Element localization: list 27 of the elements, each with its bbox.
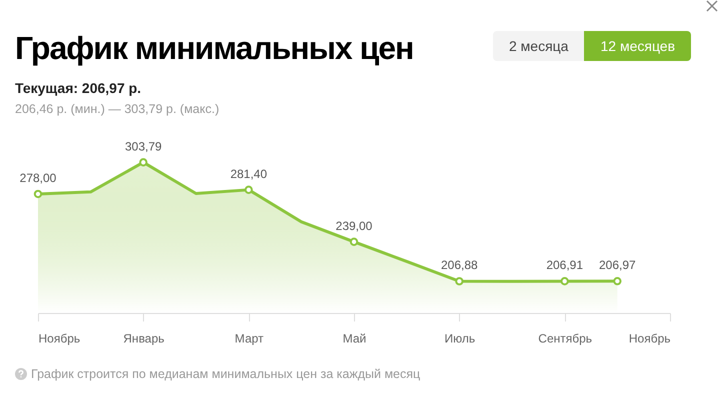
point <box>244 186 253 194</box>
data-label: 278,00 <box>20 170 57 185</box>
text: 2 месяца <box>493 31 584 61</box>
x-tick-label: Сентябрь <box>538 332 592 346</box>
x-tick-label: Май <box>342 332 366 346</box>
data-label: 303,79 <box>124 139 162 154</box>
data-label: 206,91 <box>546 258 584 272</box>
text: 206,46 р. (мин.) — 303,79 р. (макс.) <box>15 102 220 116</box>
data-label: 239,00 <box>336 218 373 233</box>
data-label: 206,97 <box>598 258 636 272</box>
point <box>560 277 569 286</box>
data-label: 281,40 <box>230 166 268 181</box>
point <box>350 238 358 246</box>
x-tick-label: Январь <box>123 332 164 346</box>
x-tick-label: Июль <box>444 332 476 346</box>
text: 12 месяцев <box>584 31 692 61</box>
data-label: 206,88 <box>440 258 478 272</box>
text: График строится по медианам минимальных цен за каждый месяц <box>31 367 420 381</box>
x-tick-label: Март <box>234 332 264 346</box>
chart-subtitle: Текущая: 206,97 р. <box>15 80 142 96</box>
point <box>139 158 148 166</box>
point <box>455 277 464 286</box>
point <box>613 276 622 286</box>
chart-title: График минимальных цен <box>15 30 414 67</box>
x-tick-label: Ноябрь <box>628 332 670 346</box>
point <box>34 190 42 198</box>
x-tick-label: Ноябрь <box>38 332 80 346</box>
